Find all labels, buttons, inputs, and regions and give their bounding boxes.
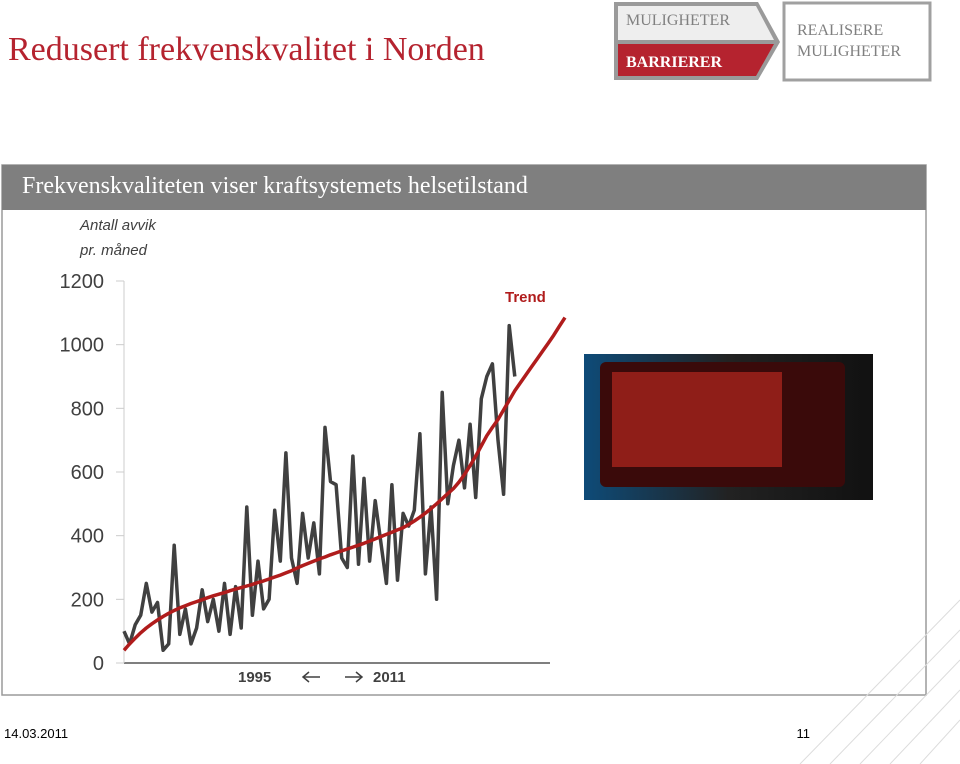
y-axis-label: Antall avvik (79, 217, 157, 234)
photo-glow (612, 372, 782, 467)
y-tick-label: 200 (71, 589, 104, 611)
y-tick-label: 0 (93, 653, 104, 675)
y-tick-label: 1200 (60, 271, 105, 293)
y-axis-label: pr. måned (79, 242, 148, 259)
slide-title: Redusert frekvenskvalitet i Norden (8, 31, 485, 68)
nav-text: BARRIERER (626, 54, 722, 71)
decor-lines (799, 599, 960, 764)
nav-current-bottom (618, 44, 774, 76)
x-end-label: 2011 (373, 669, 406, 686)
y-tick-label: 800 (71, 398, 104, 420)
y-tick-label: 400 (71, 526, 104, 548)
section-title: Frekvenskvaliteten viser kraftsystemets … (22, 173, 528, 199)
nav-current-top (618, 6, 774, 40)
section-bar (2, 165, 926, 210)
trend-label: Trend (505, 289, 546, 306)
trend-line (122, 316, 567, 652)
y-tick-label: 600 (71, 462, 104, 484)
nav-next-box[interactable] (782, 1, 932, 82)
nav-text: MULIGHETER (797, 43, 901, 60)
footer-page: 11 (797, 726, 811, 741)
nav-text: REALISERE (797, 22, 883, 39)
footer-date: 14.03.2011 (4, 726, 68, 741)
nav-text: MULIGHETER (626, 12, 730, 29)
x-arrows (301, 671, 364, 683)
y-tick-label: 1000 (60, 335, 105, 357)
x-start-label: 1995 (238, 669, 271, 686)
